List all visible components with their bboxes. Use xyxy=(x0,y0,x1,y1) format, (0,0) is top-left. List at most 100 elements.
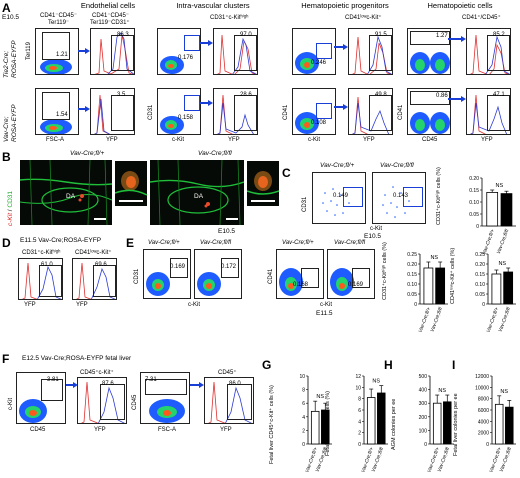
row2-label-b: ROSA-EYFP xyxy=(11,104,18,142)
value-r2-h4: 47.1 xyxy=(493,92,505,98)
panel-f-xlabel-1: CD45 xyxy=(30,427,46,433)
panel-label-g: G xyxy=(262,358,272,372)
flow-plot-r2-cd45: 0.86 xyxy=(407,88,451,135)
header-progenitors: Hematopoietic progenitors xyxy=(301,1,389,10)
value-r1-g3: 0.246 xyxy=(311,60,327,66)
ns-label: NS xyxy=(430,255,438,261)
value-c-2: 0.143 xyxy=(393,193,409,199)
bar xyxy=(500,193,513,227)
subheader-g2b: Ter119⁻CD31⁺ xyxy=(90,20,130,26)
panel-e-ylabel-1: CD31 xyxy=(134,268,140,284)
axis-yfp-1: YFP xyxy=(106,137,118,143)
panel-b-ylabel: c-Kit / CD31 xyxy=(7,190,14,226)
chart-e2-ylabel: CD41ˡᵒʷc-Kit⁺ cells (%) xyxy=(450,247,456,304)
row1-label-a: Tie2-Cre; xyxy=(3,50,10,78)
panel-d-xlabel-1: YFP xyxy=(24,302,36,308)
bar-chart-e-1: 00.050.100.150.200.25Vav-Cre;fl/+Vav-Cre… xyxy=(407,252,448,333)
ns-label: NS xyxy=(498,261,506,267)
flow-plot-c-1: 0.149 xyxy=(312,172,366,224)
panel-f-title: E12.5 Vav-Cre;ROSA-EYFP fetal liver xyxy=(22,355,132,362)
chart-e1-ylabel: CD31⁺c-Kitʰⁱᵍʰ cells (%) xyxy=(382,242,388,300)
y-tick-label: 400 xyxy=(419,388,428,394)
panel-b-left-title: Vav-Cre;fl/+ xyxy=(70,150,105,157)
flow-plot-r2-ckit: 0.158 xyxy=(157,88,201,135)
value-e-1: 0.169 xyxy=(170,264,186,270)
y-tick-label: 6 xyxy=(302,401,305,407)
y-tick-label: 6000 xyxy=(478,408,489,414)
y-tick-label: 0.15 xyxy=(469,188,479,194)
y-tick-label: 0.10 xyxy=(475,282,485,288)
axis-ckit-1: c-Kit xyxy=(172,137,184,143)
panel-c-stage: E10.5 xyxy=(364,233,381,240)
value-r2-h3: 49.8 xyxy=(375,92,387,98)
histogram-r1-yfp-2: 97.0 xyxy=(213,28,258,75)
flow-plot-f-2: 7.31 xyxy=(140,372,190,424)
micrograph-fl-fl: DA xyxy=(150,160,244,225)
header-hematopoietic: Hematopoietic cells xyxy=(427,1,493,10)
chart-i-ylabel: Fetal liver colonies per ee xyxy=(453,393,459,456)
panel-d-title: E11.5 Vav-Cre;ROSA-EYFP xyxy=(20,237,102,244)
histogram-f-1: 87.6 xyxy=(77,377,127,424)
ns-label: NS xyxy=(316,394,324,400)
header-intravascular: Intra-vascular clusters xyxy=(176,1,250,10)
scale-bar xyxy=(94,218,106,220)
micrograph-inset-1 xyxy=(114,160,148,207)
panel-label-e: E xyxy=(126,236,135,250)
y-tick-label: 0.20 xyxy=(469,176,479,182)
panel-e-title-4: Vav-Cre;fl/fl xyxy=(334,240,366,246)
y-tick-label: 0 xyxy=(476,224,479,230)
bar xyxy=(486,191,499,227)
panel-label-a: A xyxy=(2,1,11,15)
bar-chart-e-2: 00.050.100.150.200.25Vav-Cre;fl/+Vav-Cre… xyxy=(475,252,516,333)
header-endothelial: Endothelial cells xyxy=(80,1,136,10)
y-tick-label: 0 xyxy=(302,442,305,448)
subheader-g5: CD41⁺/CD45⁺ xyxy=(462,15,501,21)
histogram-f-2: 86.0 xyxy=(204,377,254,424)
panel-e-title-1: Vav-Cre;fl/+ xyxy=(148,240,180,246)
value-c-1: 0.149 xyxy=(333,193,349,199)
bar xyxy=(443,401,452,445)
value-e-4: 0.169 xyxy=(348,282,364,288)
value-r1-h4: 85.2 xyxy=(493,32,505,38)
bar-chart-h: 0100200300400500Vav-Cre;fl/+Vav-Cre;fl/f… xyxy=(419,374,454,473)
chart-g1-ylabel: Fetal liver CD45⁺c-Kit⁺ cells (%) xyxy=(269,385,275,464)
panel-d-header-2: CD41ˡᵒʷc-Kit⁺ xyxy=(75,250,112,256)
y-tick-label: 100 xyxy=(419,428,428,434)
flow-plot-e-1: 0.169 xyxy=(143,249,191,299)
bar xyxy=(491,273,502,305)
value-r2-g1: 1.54 xyxy=(56,112,68,118)
flow-plot-f-1: 3.81 xyxy=(16,372,66,424)
y-tick-label: 4 xyxy=(358,419,361,425)
axis-cd41-b: CD41 xyxy=(398,104,404,120)
axis-fsc: FSC-A xyxy=(46,137,64,143)
panel-label-h: H xyxy=(384,358,393,372)
flow-plot-e-3: 0.168 xyxy=(276,249,324,299)
bar xyxy=(432,402,442,445)
flow-plot-r1-ckit: 0.176 xyxy=(157,28,201,75)
y-tick-label: 0 xyxy=(358,442,361,448)
histogram-r1-yfp-3: 91.5 xyxy=(348,28,393,75)
y-tick-label: 0.05 xyxy=(475,292,485,298)
panel-label-b: B xyxy=(2,150,11,164)
bar-chart-i: 020004000600080001000012000Vav-Cre;fl/+V… xyxy=(475,374,516,473)
chart-h-ylabel: AGM colonies per ee xyxy=(391,398,397,450)
histogram-r2-yfp-2: 28.6 xyxy=(213,88,258,135)
flow-plot-r1-ter119: 1.21 xyxy=(35,28,79,75)
y-tick-label: 0.15 xyxy=(407,272,417,278)
value-d-1: 61.0 xyxy=(41,262,53,268)
axis-yfp-2: YFP xyxy=(228,137,240,143)
y-tick-label: 2 xyxy=(358,431,361,437)
value-r2-g4: 0.86 xyxy=(436,93,448,99)
y-tick-label: 8 xyxy=(358,397,361,403)
histogram-d-2: 69.6 xyxy=(72,258,117,300)
panel-e-ylabel-2: CD41 xyxy=(268,268,274,284)
histogram-r1-yfp-4: 85.2 xyxy=(466,28,511,75)
value-f-1: 3.81 xyxy=(47,377,59,383)
y-tick-label: 0.05 xyxy=(469,212,479,218)
ns-label: NS xyxy=(438,388,446,394)
y-tick-label: 8 xyxy=(302,388,305,394)
y-tick-label: 12000 xyxy=(475,374,489,380)
axis-cd41: CD41 xyxy=(283,104,289,120)
